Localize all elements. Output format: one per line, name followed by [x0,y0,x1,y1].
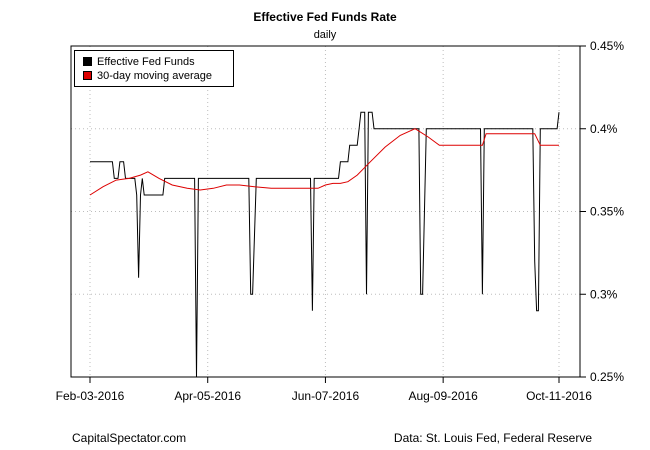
legend-label-moving-average: 30-day moving average [97,70,212,82]
legend-label-effective-fed-funds: Effective Fed Funds [97,56,195,68]
y-axis: 0.25% 0.3% 0.35% 0.4% 0.45% [580,39,624,384]
grid-lines [71,45,580,378]
y-tick-label: 0.35% [590,205,624,219]
series-line-effective-fed-funds [90,111,560,378]
legend: Effective Fed Funds 30-day moving averag… [74,50,234,87]
footer-source-site: CapitalSpectator.com [72,431,187,445]
series-layer [89,111,560,378]
legend-swatch-effective-fed-funds [83,57,92,66]
y-tick-label: 0.25% [590,370,624,384]
series-line-moving-average [89,128,559,196]
legend-swatch-moving-average [83,71,92,80]
y-tick-label: 0.45% [590,39,624,53]
y-tick-label: 0.3% [590,287,618,301]
y-tick-label: 0.4% [590,122,618,136]
x-tick-label: Apr-05-2016 [174,389,241,403]
chart-title: Effective Fed Funds Rate [253,10,397,24]
x-tick-label: Feb-03-2016 [56,389,125,403]
x-tick-label: Oct-11-2016 [526,389,592,403]
x-axis: Feb-03-2016 Apr-05-2016 Jun-07-2016 Aug-09-… [56,377,592,403]
footer-data-source: Data: St. Louis Fed, Federal Reserve [393,431,592,445]
chart-subtitle: daily [313,29,337,41]
x-tick-label: Jun-07-2016 [292,389,360,403]
x-tick-label: Aug-09-2016 [408,389,478,403]
